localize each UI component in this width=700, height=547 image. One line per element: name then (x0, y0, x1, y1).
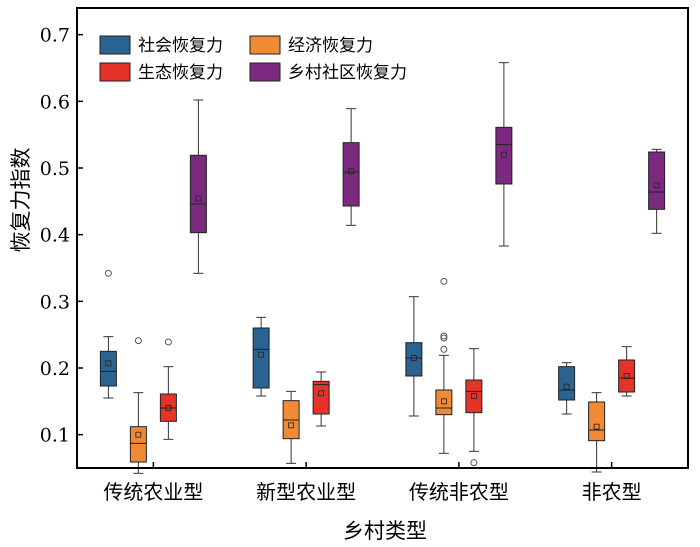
mean-marker (410, 355, 417, 361)
box-2-3 (435, 277, 453, 454)
plot-frame (76, 7, 689, 469)
y-tick-label: 0.4 (40, 225, 70, 247)
box-iqr (129, 426, 147, 463)
outlier-point (470, 459, 478, 467)
outlier-point (440, 332, 448, 340)
x-axis-title: 乡村类型 (343, 519, 427, 543)
box-1-1 (99, 269, 117, 399)
box-iqr (648, 151, 666, 210)
mean-marker (165, 405, 172, 411)
outlier-point (440, 277, 448, 285)
box-1-2 (252, 316, 270, 397)
box-4-1 (189, 99, 207, 274)
box-1-3 (405, 296, 423, 417)
legend-swatch (249, 35, 281, 55)
box-iqr (558, 366, 576, 401)
legend-label: 社会恢复力 (138, 36, 223, 56)
mean-marker (653, 182, 660, 189)
category-label: 传统非农型 (409, 480, 509, 504)
outlier-point (134, 337, 142, 345)
mean-marker (593, 423, 600, 430)
mean-marker (135, 431, 142, 438)
mean-marker (258, 351, 265, 358)
outlier-point (104, 269, 112, 277)
box-iqr (495, 126, 513, 185)
box-3-1 (159, 338, 177, 440)
box-2-4 (588, 392, 606, 473)
box-iqr (99, 350, 117, 387)
mean-marker (288, 422, 295, 429)
box-2-1 (129, 337, 147, 474)
legend-item: 经济恢复力 (249, 35, 373, 56)
box-iqr (465, 379, 483, 414)
box-4-4 (648, 148, 666, 234)
category-label: 非农型 (582, 480, 642, 504)
box-4-2 (342, 108, 360, 226)
outlier-point (440, 334, 448, 342)
box-iqr (405, 342, 423, 377)
legend-label: 乡村社区恢复力 (288, 63, 407, 83)
legend-swatch (99, 35, 131, 55)
mean-marker (500, 151, 507, 158)
category-label: 传统农业型 (103, 480, 203, 504)
box-4-3 (495, 62, 513, 247)
mean-marker (318, 390, 325, 397)
box-3-4 (618, 346, 636, 397)
mean-marker (623, 373, 630, 379)
mean-marker (105, 360, 112, 367)
legend-label: 经济恢复力 (288, 36, 373, 56)
legend-swatch (99, 62, 131, 82)
box-iqr (618, 359, 636, 393)
box-3-2 (312, 371, 330, 427)
box-1-4 (558, 362, 576, 415)
box-2-2 (282, 390, 300, 464)
legend-label: 生态恢复力 (138, 63, 223, 83)
plot-area (99, 62, 666, 474)
box-iqr (312, 380, 330, 415)
outlier-point (440, 345, 448, 353)
mean-marker (470, 393, 477, 399)
box-iqr (252, 327, 270, 389)
y-tick-label: 0.3 (40, 291, 70, 313)
y-tick-label: 0.7 (40, 25, 70, 47)
mean-marker (440, 398, 447, 405)
box-iqr (435, 389, 453, 416)
y-axis-title: 恢复力指数 (9, 148, 33, 253)
category-label: 新型农业型 (256, 480, 356, 504)
x-axis: 传统农业型 新型农业型 传统非农型 非农型 (103, 462, 642, 504)
mean-marker (195, 195, 202, 202)
legend-swatch (249, 62, 281, 82)
box-iqr (189, 154, 207, 234)
y-tick-label: 0.1 (40, 425, 70, 447)
box-iqr (588, 401, 606, 442)
legend-item: 生态恢复力 (99, 62, 223, 83)
y-axis: 0.1 0.2 0.3 0.4 0.5 0.6 0.7 (40, 25, 83, 447)
y-tick-label: 0.5 (40, 158, 70, 180)
mean-marker (348, 168, 355, 175)
box-iqr (342, 142, 360, 207)
legend-item: 乡村社区恢复力 (249, 62, 407, 83)
outlier-point (164, 338, 172, 346)
y-tick-label: 0.2 (40, 358, 70, 380)
y-tick-label: 0.6 (40, 91, 70, 113)
box-3-3 (465, 348, 483, 467)
legend-item: 社会恢复力 (99, 35, 223, 56)
mean-marker (563, 383, 570, 390)
